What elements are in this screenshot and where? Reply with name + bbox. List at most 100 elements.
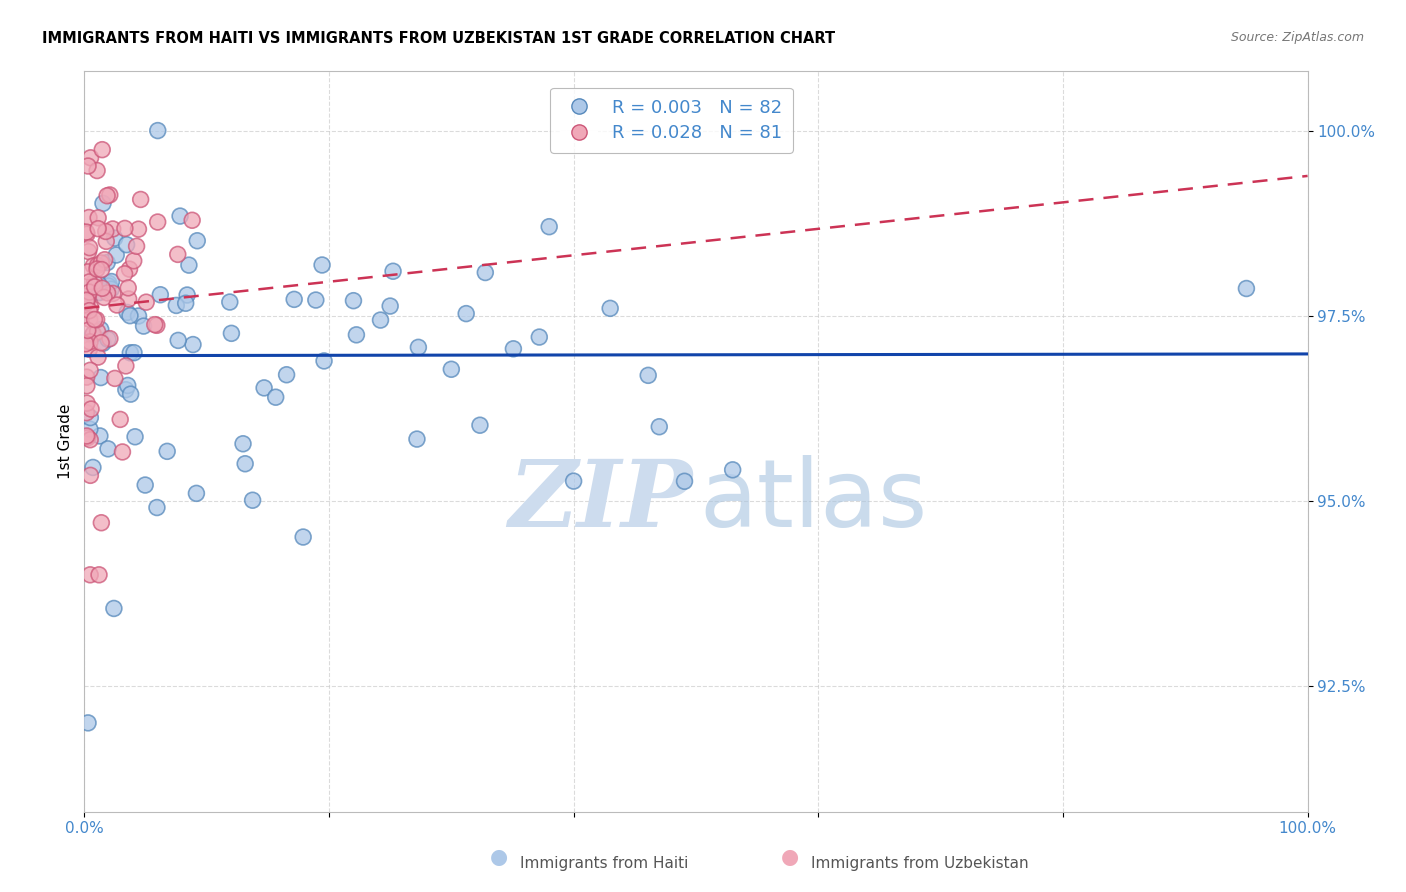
- Point: [97, 277, 120, 291]
- Point: [440, 362, 463, 376]
- Point: [599, 301, 621, 316]
- Point: [122, 253, 145, 268]
- Point: [562, 474, 585, 488]
- Point: [77, 265, 100, 279]
- Point: [253, 381, 276, 395]
- Point: [86, 259, 108, 273]
- Point: [117, 281, 139, 295]
- Point: [232, 436, 254, 450]
- Y-axis label: 1st Grade: 1st Grade: [58, 404, 73, 479]
- Point: [132, 319, 155, 334]
- Point: [344, 327, 367, 342]
- Point: [90, 335, 112, 350]
- Point: [96, 285, 118, 300]
- Point: [76, 323, 98, 337]
- Point: [264, 390, 287, 404]
- Text: ●: ●: [782, 847, 799, 867]
- Point: [186, 234, 208, 248]
- Point: [96, 255, 118, 269]
- Point: [100, 282, 122, 296]
- Point: [370, 313, 392, 327]
- Point: [97, 332, 120, 346]
- Point: [115, 237, 138, 252]
- Point: [77, 211, 100, 225]
- Point: [76, 293, 98, 308]
- Point: [156, 444, 179, 458]
- Point: [76, 295, 98, 310]
- Point: [79, 410, 101, 425]
- Point: [283, 293, 305, 307]
- Point: [125, 239, 148, 253]
- Point: [77, 715, 100, 730]
- Point: [87, 277, 110, 292]
- Point: [146, 500, 169, 515]
- Point: [76, 396, 98, 410]
- Point: [93, 290, 115, 304]
- Point: [79, 363, 101, 377]
- Point: [79, 275, 101, 289]
- Point: [77, 159, 100, 173]
- Text: atlas: atlas: [700, 455, 928, 547]
- Point: [118, 309, 141, 323]
- Point: [87, 350, 110, 364]
- Point: [408, 340, 430, 354]
- Point: [146, 318, 169, 333]
- Point: [91, 196, 114, 211]
- Point: [76, 431, 98, 445]
- Point: [105, 298, 128, 312]
- Point: [105, 248, 128, 262]
- Point: [96, 188, 118, 202]
- Point: [305, 293, 328, 307]
- Point: [648, 419, 671, 434]
- Point: [114, 267, 136, 281]
- Point: [75, 406, 97, 420]
- Point: [82, 326, 104, 341]
- Legend: R = 0.003   N = 82, R = 0.028   N = 81: R = 0.003 N = 82, R = 0.028 N = 81: [550, 87, 793, 153]
- Point: [90, 516, 112, 530]
- Point: [87, 567, 110, 582]
- Point: [86, 163, 108, 178]
- Point: [186, 486, 208, 500]
- Point: [380, 299, 402, 313]
- Point: [233, 457, 256, 471]
- Point: [127, 309, 149, 323]
- Point: [76, 379, 98, 393]
- Point: [75, 296, 97, 310]
- Point: [146, 123, 169, 137]
- Point: [91, 281, 114, 295]
- Point: [135, 295, 157, 310]
- Point: [122, 345, 145, 359]
- Text: Immigrants from Uzbekistan: Immigrants from Uzbekistan: [811, 856, 1029, 871]
- Point: [76, 429, 98, 443]
- Point: [83, 280, 105, 294]
- Point: [79, 422, 101, 436]
- Point: [406, 432, 429, 446]
- Point: [181, 213, 204, 227]
- Point: [97, 279, 120, 293]
- Point: [79, 468, 101, 483]
- Point: [218, 295, 240, 310]
- Point: [181, 337, 204, 351]
- Point: [76, 292, 98, 306]
- Point: [79, 285, 101, 299]
- Point: [673, 475, 696, 489]
- Point: [146, 215, 169, 229]
- Point: [1236, 281, 1258, 295]
- Point: [86, 325, 108, 339]
- Point: [637, 368, 659, 383]
- Point: [474, 266, 496, 280]
- Text: Source: ZipAtlas.com: Source: ZipAtlas.com: [1230, 31, 1364, 45]
- Point: [143, 318, 166, 332]
- Point: [100, 275, 122, 289]
- Point: [134, 478, 156, 492]
- Point: [93, 252, 115, 267]
- Point: [221, 326, 243, 341]
- Point: [75, 336, 97, 351]
- Point: [117, 378, 139, 392]
- Point: [79, 334, 101, 349]
- Point: [83, 275, 105, 289]
- Point: [538, 219, 561, 234]
- Point: [79, 241, 101, 255]
- Point: [94, 224, 117, 238]
- Text: ZIP: ZIP: [508, 456, 692, 546]
